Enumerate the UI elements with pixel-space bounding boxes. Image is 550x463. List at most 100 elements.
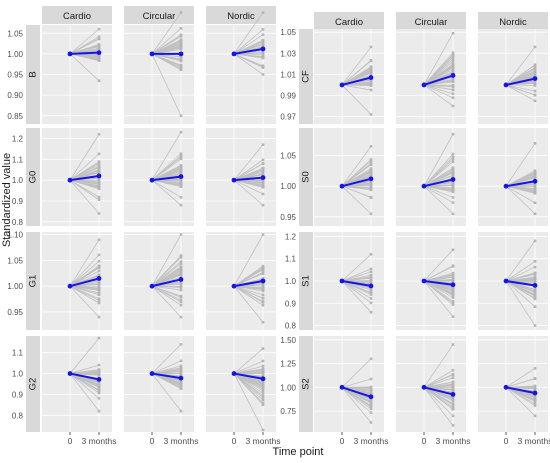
individual-line [233, 29, 264, 55]
individual-line [233, 285, 264, 323]
individual-point [179, 273, 183, 277]
individual-point [451, 382, 455, 386]
mean-point [67, 283, 73, 289]
individual-line [505, 386, 536, 402]
individual-point [533, 273, 537, 276]
individual-point [533, 175, 537, 179]
individual-point [451, 380, 455, 384]
individual-line [151, 285, 182, 306]
individual-point [179, 315, 183, 319]
mean-line [423, 74, 454, 86]
mean-line [69, 51, 100, 55]
individual-line [505, 70, 536, 86]
individual-point [179, 35, 183, 38]
individual-point [179, 65, 183, 69]
y-tick-label: 1.1 [12, 155, 24, 164]
mean-point [421, 278, 427, 284]
y-tick-label: 0.8 [285, 322, 297, 331]
individual-line [233, 179, 264, 188]
individual-point [261, 283, 265, 287]
individual-point [179, 383, 183, 386]
individual-point [97, 273, 101, 277]
individual-point [261, 203, 265, 207]
x-tick-label: 3 months [436, 436, 471, 446]
individual-line [341, 271, 372, 282]
mean-point [96, 50, 102, 56]
individual-point [261, 347, 265, 350]
facet-panel [314, 336, 384, 432]
individual-line [151, 179, 182, 198]
individual-line [233, 285, 264, 296]
individual-point [261, 51, 265, 54]
chart-panels: Cardio Circular Nordic Cardio Circular Nordic… [7, 6, 550, 446]
individual-point [261, 143, 265, 146]
individual-point [533, 99, 537, 103]
individual-line [233, 285, 264, 292]
individual-point [261, 264, 265, 268]
individual-point [261, 53, 265, 57]
individual-line [505, 84, 536, 96]
individual-point [369, 113, 373, 116]
individual-point [369, 168, 373, 172]
row-strip-label: G2 [28, 378, 39, 391]
individual-point [261, 300, 265, 303]
row-strip-g0 [26, 128, 40, 226]
individual-line [505, 143, 536, 187]
individual-point [97, 297, 101, 300]
y-tick-label: 1.05 [7, 29, 23, 38]
individual-point [369, 170, 373, 174]
individual-point [97, 27, 101, 31]
individual-line [423, 185, 454, 191]
mean-point [67, 177, 73, 183]
individual-point [261, 374, 265, 378]
individual-line [233, 348, 264, 374]
individual-line [341, 378, 372, 388]
y-tick-label: 1.05 [7, 256, 23, 265]
individual-line [423, 344, 454, 388]
individual-point [369, 405, 373, 409]
facet-strip-label: Nordic [499, 17, 527, 28]
individual-line [423, 52, 454, 86]
individual-point [533, 201, 537, 205]
individual-point [451, 96, 455, 100]
individual-point [369, 145, 373, 148]
individual-line [423, 81, 454, 86]
mean-point [368, 75, 374, 80]
individual-point [533, 399, 537, 403]
individual-point [369, 411, 373, 414]
individual-point [179, 33, 183, 37]
y-tick-label: 1.50 [280, 336, 296, 345]
mean-line [505, 280, 536, 287]
individual-line [505, 280, 536, 307]
individual-point [533, 367, 537, 370]
individual-line [423, 280, 454, 296]
individual-line [69, 267, 100, 287]
mean-line [233, 372, 264, 380]
individual-line [505, 272, 536, 282]
individual-line [505, 185, 536, 204]
individual-line [69, 373, 100, 399]
individual-line [233, 234, 264, 287]
individual-point [261, 394, 265, 398]
individual-line [423, 185, 454, 215]
individual-point [533, 70, 537, 74]
individual-point [451, 273, 455, 276]
mean-line [233, 280, 264, 288]
individual-point [261, 167, 265, 170]
individual-line [423, 386, 454, 406]
individual-line [69, 239, 100, 287]
individual-point [97, 37, 101, 40]
individual-line [505, 64, 536, 86]
individual-point [179, 155, 183, 159]
individual-point [261, 364, 265, 368]
individual-point [533, 190, 537, 194]
y-tick-label: 0.95 [280, 213, 296, 222]
individual-point [451, 53, 455, 57]
individual-point [533, 74, 537, 78]
individual-line [423, 369, 454, 388]
mean-point [231, 177, 237, 183]
individual-point [97, 161, 101, 165]
mean-point [149, 51, 155, 57]
individual-point [533, 294, 537, 298]
y-tick-label: 0.90 [7, 91, 23, 100]
